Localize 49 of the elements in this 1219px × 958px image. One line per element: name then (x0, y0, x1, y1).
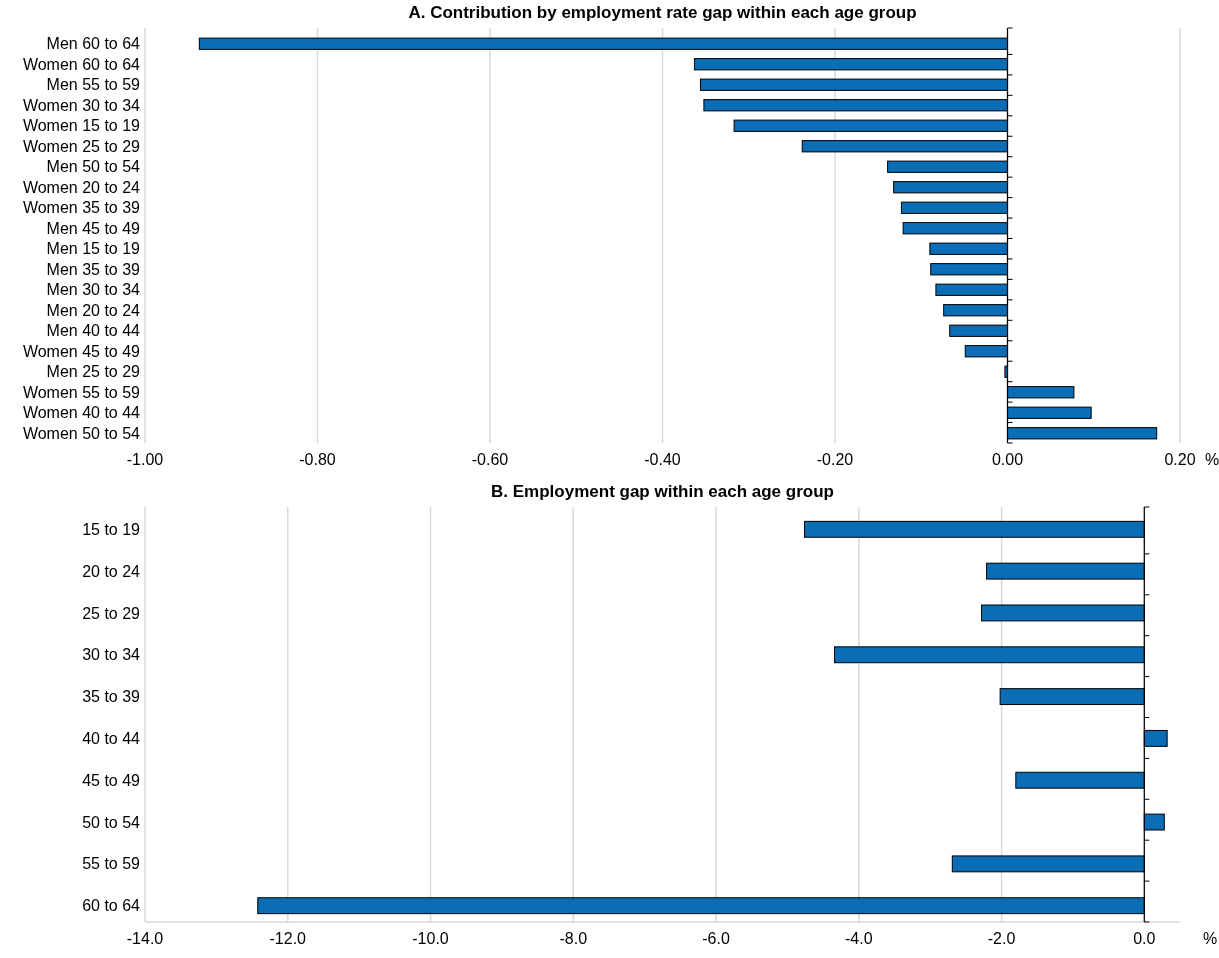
y-tick-label: Men 45 to 49 (46, 219, 141, 237)
y-tick-label: 15 to 19 (82, 520, 141, 538)
y-tick-label: Men 30 to 34 (46, 281, 141, 299)
y-tick-label: 30 to 34 (82, 646, 141, 664)
x-tick-label: -0.40 (644, 451, 681, 468)
x-tick-label: 0.20 (1164, 451, 1196, 468)
y-tick-label: Women 35 to 39 (22, 199, 141, 217)
x-tick-label: -0.80 (299, 451, 336, 468)
y-tick-label: Men 55 to 59 (46, 76, 141, 94)
x-tick-label: -1.00 (126, 451, 164, 468)
y-tick-label: Women 45 to 49 (22, 342, 141, 360)
y-tick-label: 25 to 29 (82, 604, 141, 622)
x-tick-label: -2.0 (987, 930, 1016, 947)
y-tick-label: 20 to 24 (82, 562, 141, 580)
y-tick-label: Men 20 to 24 (46, 301, 141, 319)
y-tick-label: Men 25 to 29 (46, 363, 141, 381)
x-tick-label: -0.60 (471, 451, 509, 468)
x-tick-label: -12.0 (269, 930, 307, 947)
y-tick-label: 40 to 44 (82, 730, 141, 748)
y-tick-label: Men 60 to 64 (46, 35, 141, 53)
chart-title: A. Contribution by employment rate gap within each age group (408, 3, 917, 22)
x-tick-label: -4.0 (845, 930, 873, 947)
x-tick-label: 0.0 (1133, 930, 1156, 947)
y-tick-label: Women 55 to 59 (22, 383, 141, 401)
y-tick-label: 60 to 64 (82, 897, 141, 915)
y-tick-label: Men 35 to 39 (46, 260, 141, 278)
x-tick-label: -10.0 (412, 930, 449, 947)
y-tick-label: Men 50 to 54 (46, 158, 141, 176)
y-tick-label: Women 25 to 29 (22, 137, 141, 155)
chart-title: B. Employment gap within each age group (491, 482, 834, 501)
y-tick-label: Men 40 to 44 (46, 322, 141, 340)
x-tick-label: -14.0 (126, 930, 164, 947)
x-tick-label: -6.0 (702, 930, 730, 947)
y-tick-label: Women 30 to 34 (22, 96, 141, 114)
y-tick-label: Men 15 to 19 (46, 240, 141, 258)
x-axis-title: % (1202, 930, 1218, 947)
y-tick-label: Women 20 to 24 (22, 178, 141, 196)
y-tick-label: 35 to 39 (82, 688, 141, 706)
y-tick-label: 50 to 54 (82, 813, 141, 831)
x-tick-label: -0.20 (816, 451, 854, 468)
x-tick-label: 0.00 (991, 451, 1024, 468)
y-tick-label: Women 50 to 54 (22, 424, 141, 442)
x-tick-label: -8.0 (559, 930, 588, 947)
x-axis-title: % (1204, 451, 1219, 468)
y-tick-label: Women 15 to 19 (22, 117, 141, 135)
y-tick-label: 55 to 59 (82, 855, 141, 873)
y-tick-label: 45 to 49 (82, 771, 141, 789)
y-tick-label: Women 40 to 44 (22, 404, 141, 422)
y-tick-label: Women 60 to 64 (22, 55, 141, 73)
